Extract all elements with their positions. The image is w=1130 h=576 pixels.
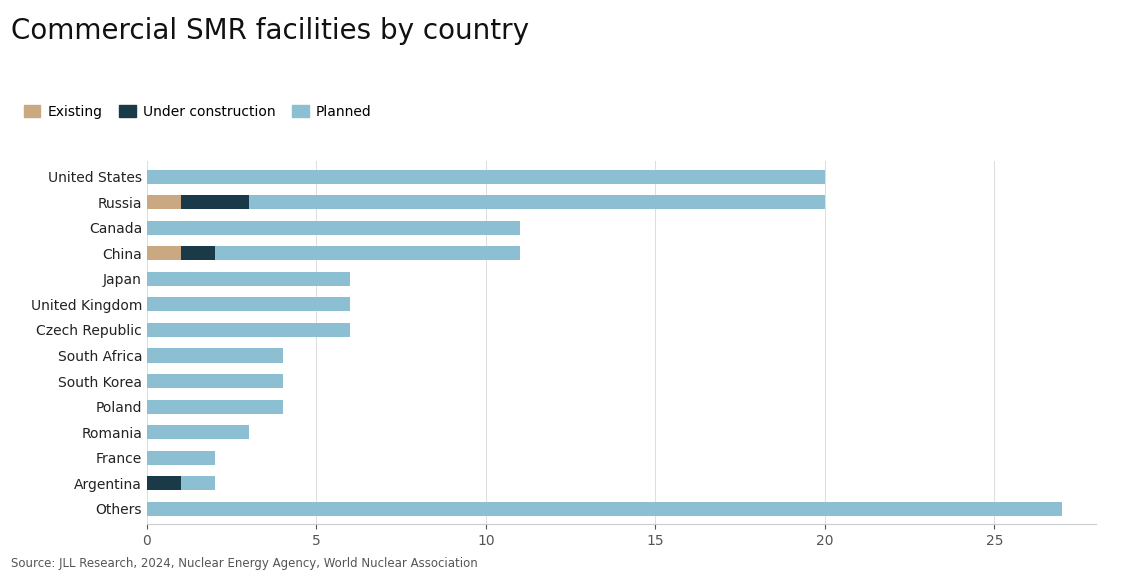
Bar — [147, 272, 350, 286]
Text: Source: JLL Research, 2024, Nuclear Energy Agency, World Nuclear Association: Source: JLL Research, 2024, Nuclear Ener… — [11, 557, 478, 570]
Bar — [215, 247, 520, 260]
Bar — [249, 195, 825, 209]
Bar — [147, 348, 282, 362]
Text: Commercial SMR facilities by country: Commercial SMR facilities by country — [11, 17, 529, 46]
Bar — [147, 323, 350, 337]
Bar — [147, 400, 282, 414]
Bar — [147, 476, 181, 490]
Bar — [147, 450, 215, 465]
Bar — [181, 195, 249, 209]
Legend: Existing, Under construction, Planned: Existing, Under construction, Planned — [18, 99, 377, 124]
Bar — [147, 374, 282, 388]
Bar — [147, 247, 181, 260]
Bar — [147, 195, 181, 209]
Bar — [181, 247, 215, 260]
Bar — [147, 502, 1062, 516]
Bar — [181, 476, 215, 490]
Bar — [147, 425, 249, 439]
Bar — [147, 297, 350, 312]
Bar — [147, 169, 825, 184]
Bar — [147, 221, 520, 235]
